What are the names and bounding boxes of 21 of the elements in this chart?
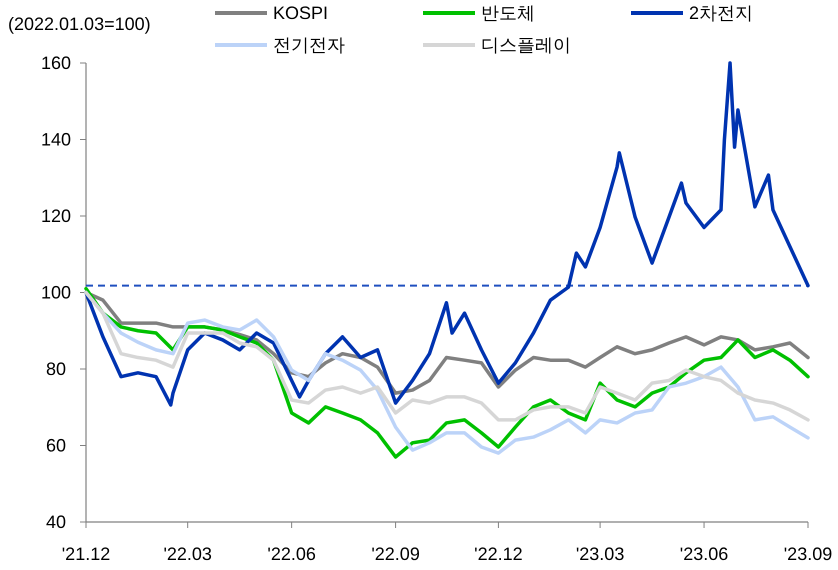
legend-label: 2차전지 [689, 3, 754, 23]
x-tick-label: '22.06 [267, 544, 316, 564]
legend-label: 반도체 [481, 3, 535, 23]
y-tick-label: 80 [46, 359, 66, 379]
legend-label: KOSPI [273, 3, 328, 23]
y-tick-label: 160 [40, 53, 72, 73]
x-tick-label: '23.06 [680, 544, 728, 564]
y-axis-title: (2022.01.03=100) [8, 14, 151, 34]
y-tick-label: 140 [40, 130, 72, 150]
y-tick-label: 40 [46, 512, 66, 532]
x-tick-label: '21.12 [62, 544, 110, 564]
x-tick-label: '23.03 [576, 544, 624, 564]
y-tick-label: 120 [40, 206, 72, 226]
y-tick-label: 60 [46, 436, 66, 456]
y-tick-label: 100 [40, 282, 72, 302]
legend-label: 디스플레이 [481, 35, 571, 55]
x-tick-label: '22.09 [371, 544, 420, 564]
x-tick-label: '22.12 [474, 544, 523, 564]
x-tick-label: '22.03 [163, 544, 212, 564]
x-tick-label: '23.09 [784, 544, 832, 564]
legend-label: 전기전자 [273, 35, 345, 55]
